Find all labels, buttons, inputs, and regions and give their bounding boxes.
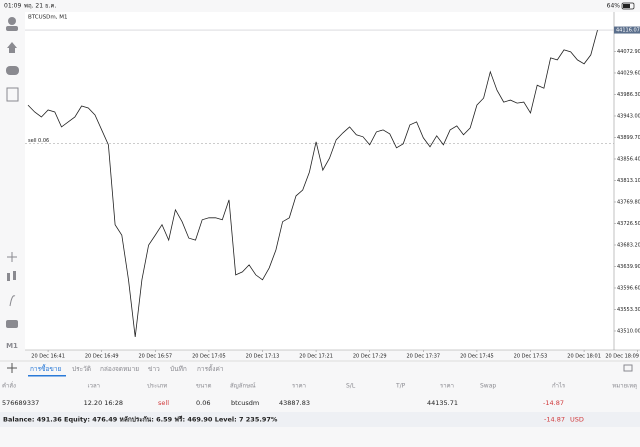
tab[interactable]: ข่าว [148, 365, 160, 373]
x-tick-label: 20 Dec 17:13 [246, 354, 280, 360]
y-tick-label: 43769.80 [617, 199, 640, 205]
battery-icon [621, 2, 635, 10]
y-tick-label: 43899.70 [617, 135, 640, 141]
date: พฤ. 21 ธ.ค. [24, 3, 57, 10]
y-tick-label: 43813.10 [617, 178, 640, 184]
account-icon[interactable] [8, 17, 16, 25]
x-tick-label: 20 Dec 17:21 [299, 354, 333, 360]
tab[interactable]: กล่องจดหมาย [100, 365, 139, 373]
cell-type: sell [158, 399, 169, 407]
x-tick-label: 20 Dec 17:29 [353, 354, 387, 360]
x-tick-label: 20 Dec 17:53 [514, 354, 548, 360]
column-header: สัญลักษณ์ [230, 382, 256, 390]
cell-ticket: 576689337 [2, 399, 39, 407]
y-tick-label: 43510.00 [617, 328, 640, 334]
cell-open-price: 43887.83 [279, 399, 310, 407]
x-tick-label: 20 Dec 16:49 [85, 354, 119, 360]
orders-table: คำสั่ง เวลา ประเภท ขนาด สัญลักษณ์ ราคา S/L T/P ร… [2, 382, 637, 408]
y-tick-label: 43683.20 [617, 242, 640, 248]
tab-bar: การซื้อขาย ประวัติ กล่องจดหมาย ข่าว บันทึก กา… [30, 364, 224, 373]
crosshair-icon[interactable] [7, 252, 17, 262]
currency: USD [570, 416, 584, 424]
trade-icon[interactable] [7, 42, 17, 53]
chat-icon[interactable] [6, 66, 19, 75]
active-tab-indicator [28, 375, 66, 377]
new-order-icon[interactable] [6, 87, 19, 102]
account-summary: Balance: 491.36 Equity: 476.49 หลักประกั… [3, 416, 278, 424]
tab[interactable]: การซื้อขาย [30, 364, 61, 373]
cell-profit: -14.87 [543, 399, 564, 407]
chart-panel [25, 12, 640, 350]
total-profit: -14.87 [544, 416, 565, 424]
account-icon-body[interactable] [6, 26, 18, 31]
footer-bar [0, 412, 640, 427]
left-toolbar: M1 [6, 17, 19, 373]
battery-level: 64% [607, 3, 621, 10]
tab[interactable]: การตั้งค่า [197, 364, 224, 373]
y-tick-label: 43596.60 [617, 285, 640, 291]
tab[interactable]: ประวัติ [72, 365, 91, 373]
order-line-label: sell 0.06 [28, 138, 49, 144]
price-line [27, 29, 598, 337]
column-header: ประเภท [147, 383, 167, 390]
add-button[interactable] [7, 363, 17, 373]
timeframe-button[interactable]: M1 [6, 342, 18, 350]
layout-icon[interactable] [623, 364, 633, 372]
bid-label-box [614, 26, 640, 34]
y-tick-label: 43986.30 [617, 92, 640, 98]
x-tick-label: 20 Dec 18:09 [605, 354, 639, 360]
x-tick-label: 20 Dec 17:05 [192, 354, 226, 360]
x-tick-label: 20 Dec 17:45 [460, 354, 494, 360]
y-tick-label: 44029.60 [617, 70, 640, 76]
x-tick-label: 20 Dec 16:41 [31, 354, 65, 360]
cell-time: 12.20 16:28 [84, 399, 123, 407]
column-header: คำสั่ง [2, 382, 16, 390]
candle-icon[interactable] [7, 273, 10, 281]
candle-icon-2[interactable] [13, 271, 16, 280]
bid-label: 44116.07 [616, 28, 640, 34]
tab[interactable]: บันทึก [170, 365, 187, 373]
clock: 01:09 [4, 3, 21, 10]
column-header: Swap [480, 383, 496, 390]
objects-icon[interactable] [6, 320, 18, 328]
column-header: หมายเหตุ [612, 383, 637, 390]
x-tick-label: 20 Dec 18:01 [567, 354, 601, 360]
column-header: T/P [395, 383, 406, 390]
y-tick-label: 43553.30 [617, 307, 640, 313]
column-header: S/L [346, 383, 356, 390]
chart: 44072.90 44029.60 43986.30 43943.00 43899.70… [25, 26, 640, 360]
y-tick-label: 43856.40 [617, 156, 640, 162]
y-tick-label: 43726.50 [617, 221, 640, 227]
cell-volume: 0.06 [196, 399, 210, 407]
cell-price: 44135.71 [427, 399, 458, 407]
cell-symbol: btcusdm [231, 399, 259, 407]
chart-title: BTCUSDm, M1 [28, 15, 68, 21]
x-tick-label: 20 Dec 16:57 [138, 354, 172, 360]
column-header: เวลา [88, 383, 100, 390]
indicator-icon[interactable] [9, 295, 16, 307]
column-header: ราคา [292, 383, 306, 390]
battery-fill [623, 4, 630, 8]
column-header: ราคา [440, 383, 454, 390]
x-tick-label: 20 Dec 17:37 [406, 354, 440, 360]
column-header: กำไร [552, 382, 566, 390]
y-tick-label: 43639.90 [617, 264, 640, 270]
y-tick-label: 43943.00 [617, 113, 640, 119]
column-header: ขนาด [196, 383, 212, 390]
y-tick-label: 44072.90 [617, 49, 640, 55]
